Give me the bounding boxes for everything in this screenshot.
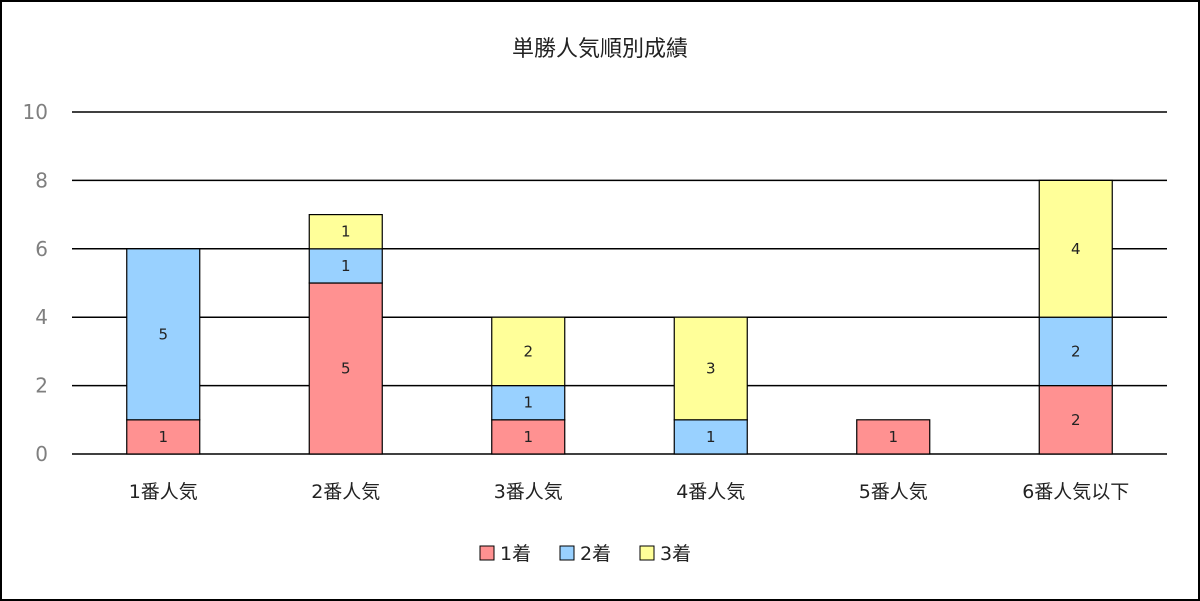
legend-label: 2着 xyxy=(580,543,611,565)
gridlines xyxy=(72,111,1167,455)
bar-segment xyxy=(126,419,201,455)
legend-swatch xyxy=(479,545,495,561)
x-axis: 1番人気 2番人気 3番人気 4番人気 5番人気 6番人気以下 xyxy=(129,481,1130,503)
data-label: 2 xyxy=(523,342,533,360)
data-label: 2 xyxy=(1071,411,1081,429)
y-axis: 0 2 4 6 8 10 xyxy=(23,100,48,466)
legend: 1着 2着 3着 xyxy=(479,543,691,565)
data-label: 1 xyxy=(341,257,351,275)
y-tick-label: 0 xyxy=(35,442,48,466)
bar-segment xyxy=(308,248,383,284)
data-label: 4 xyxy=(1071,240,1081,258)
data-label: 1 xyxy=(158,428,168,446)
y-tick-label: 2 xyxy=(35,374,48,398)
bar-segment xyxy=(856,419,931,455)
y-tick-label: 10 xyxy=(23,100,48,124)
bar-segment xyxy=(673,316,748,421)
legend-label: 1着 xyxy=(500,543,531,565)
legend-swatch xyxy=(559,545,575,561)
y-tick-label: 8 xyxy=(35,168,48,192)
bar-segment xyxy=(308,214,383,250)
x-tick-label: 6番人気以下 xyxy=(1022,481,1129,503)
x-tick-label: 5番人気 xyxy=(859,481,928,503)
bars: 1 5 5 1 1 1 1 2 1 3 1 2 2 4 xyxy=(126,179,1113,455)
data-label: 1 xyxy=(706,428,716,446)
x-tick-label: 2番人気 xyxy=(311,481,380,503)
bar-segment xyxy=(126,248,201,421)
y-tick-label: 6 xyxy=(35,237,48,261)
bar-segment xyxy=(1038,179,1113,318)
bar-segment xyxy=(1038,316,1113,387)
data-label: 1 xyxy=(341,223,351,241)
x-tick-label: 3番人気 xyxy=(494,481,563,503)
data-label: 2 xyxy=(1071,342,1081,360)
data-label: 5 xyxy=(158,325,168,343)
data-label: 1 xyxy=(523,428,533,446)
data-label: 5 xyxy=(341,360,351,378)
bar-segment xyxy=(673,419,748,455)
data-label: 3 xyxy=(706,360,716,378)
data-label: 1 xyxy=(523,394,533,412)
x-tick-label: 1番人気 xyxy=(129,481,198,503)
chart-title: 単勝人気順別成績 xyxy=(512,37,688,62)
data-label: 1 xyxy=(888,428,898,446)
x-tick-label: 4番人気 xyxy=(676,481,745,503)
bar-segment xyxy=(308,282,383,455)
bar-segment xyxy=(491,419,566,455)
bar-segment xyxy=(491,316,566,387)
y-tick-label: 4 xyxy=(35,305,48,329)
legend-swatch xyxy=(639,545,655,561)
legend-label: 3着 xyxy=(660,543,691,565)
